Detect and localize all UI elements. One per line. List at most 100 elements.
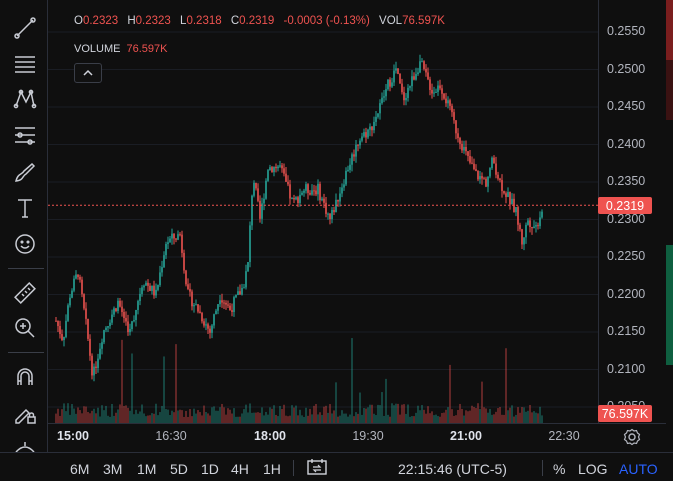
log-scale-button[interactable]: LOG <box>578 461 608 477</box>
candle-body <box>445 98 447 104</box>
volume-bar <box>195 413 197 423</box>
candle-body <box>471 162 473 164</box>
volume-bar <box>61 409 63 423</box>
volume-bar <box>493 414 495 423</box>
range-6m-button[interactable]: 6M <box>70 461 90 477</box>
volume-bar <box>153 413 155 423</box>
range-1h-button[interactable]: 1H <box>263 461 281 477</box>
volume-bar <box>163 356 165 423</box>
volume-bar <box>537 413 539 423</box>
candle-body <box>341 187 343 194</box>
chart-pane[interactable] <box>48 0 598 423</box>
collapse-legend-button[interactable] <box>74 63 102 83</box>
volume-bar <box>217 410 219 423</box>
hide-drawings-icon[interactable] <box>10 430 40 460</box>
candlestick-chart[interactable] <box>48 0 598 423</box>
pattern-icon[interactable] <box>10 84 40 114</box>
candle-body <box>531 227 533 229</box>
candle-body <box>327 213 329 215</box>
volume-bar <box>193 408 195 423</box>
zoom-in-icon[interactable] <box>10 313 40 343</box>
candle-body <box>473 163 475 170</box>
candle-body <box>481 176 483 179</box>
candle-body <box>489 168 491 177</box>
volume-bar <box>349 414 351 423</box>
candle-body <box>331 209 333 220</box>
volume-bar <box>297 415 299 423</box>
volume-bar <box>491 414 493 423</box>
magnet-icon[interactable] <box>10 362 40 392</box>
candle-body <box>435 91 437 93</box>
trend-line-icon[interactable] <box>10 13 40 43</box>
price-tick: 0.2200 <box>607 286 646 301</box>
high-label: H <box>127 15 136 27</box>
volume-bar <box>249 403 251 423</box>
volume-bar <box>307 415 309 423</box>
volume-bar <box>385 378 387 423</box>
candle-body <box>69 297 71 306</box>
volume-bar <box>327 412 329 423</box>
time-tick: 16:30 <box>155 429 187 443</box>
volume-bar <box>285 415 287 423</box>
range-4h-button[interactable]: 4H <box>231 461 249 477</box>
range-5d-button[interactable]: 5D <box>170 461 188 477</box>
candle-body <box>133 319 135 322</box>
range-1m-button[interactable]: 1M <box>137 461 157 477</box>
price-tick: 0.2250 <box>607 249 646 263</box>
emoji-icon[interactable] <box>10 229 40 259</box>
clock-timezone[interactable]: 22:15:46 (UTC-5) <box>398 461 507 477</box>
candle-body <box>399 73 401 84</box>
volume-bar <box>519 412 521 423</box>
candle-body <box>107 326 109 328</box>
volume-bar <box>137 413 139 423</box>
candle-body <box>131 321 133 329</box>
volume-bar <box>355 412 357 423</box>
volume-bar <box>467 411 469 423</box>
last-price-badge: 0.2319 <box>598 197 652 214</box>
candle-body <box>249 225 251 263</box>
candle-body <box>245 271 247 288</box>
percent-scale-button[interactable]: % <box>553 461 566 477</box>
volume-bar <box>245 404 247 423</box>
date-range-icon[interactable] <box>306 458 328 476</box>
volume-bar <box>521 407 523 423</box>
lock-drawings-icon[interactable] <box>10 398 40 428</box>
candle-body <box>267 170 269 181</box>
volume-bar <box>381 392 383 423</box>
candle-body <box>183 252 185 271</box>
candle-body <box>217 304 219 311</box>
time-axis[interactable]: 15:00 16:30 18:00 19:30 21:00 22:30 <box>48 423 666 452</box>
candle-body <box>65 320 67 337</box>
ruler-icon[interactable] <box>10 278 40 308</box>
horizontal-lines-icon[interactable] <box>10 48 40 78</box>
candle-body <box>317 183 319 195</box>
candle-body <box>507 192 509 197</box>
volume-bar <box>207 413 209 423</box>
volume-bar <box>351 338 353 423</box>
candle-body <box>351 154 353 165</box>
candle-body <box>389 79 391 87</box>
volume-bar <box>345 413 347 423</box>
candle-body <box>159 272 161 286</box>
text-icon[interactable] <box>10 193 40 223</box>
candle-body <box>523 237 525 245</box>
chevron-up-icon <box>83 69 93 76</box>
price-tick: 0.2550 <box>607 24 646 38</box>
fib-icon[interactable] <box>10 120 40 150</box>
price-tick: 0.2300 <box>607 211 646 226</box>
volume-bar <box>377 404 379 423</box>
range-1d-button[interactable]: 1D <box>201 461 219 477</box>
range-3m-button[interactable]: 3M <box>103 461 123 477</box>
gear-icon[interactable] <box>623 428 641 446</box>
price-tick: 0.2350 <box>607 174 646 188</box>
volume-bar <box>299 409 301 423</box>
candle-body <box>381 97 383 104</box>
brush-icon[interactable] <box>10 157 40 187</box>
candle-body <box>205 324 207 326</box>
candle-body <box>93 366 95 376</box>
candle-body <box>239 291 241 295</box>
volume-bar <box>539 406 541 423</box>
auto-scale-button[interactable]: AUTO <box>619 461 658 477</box>
volume-bar <box>239 416 241 423</box>
volume-bar <box>189 409 191 423</box>
